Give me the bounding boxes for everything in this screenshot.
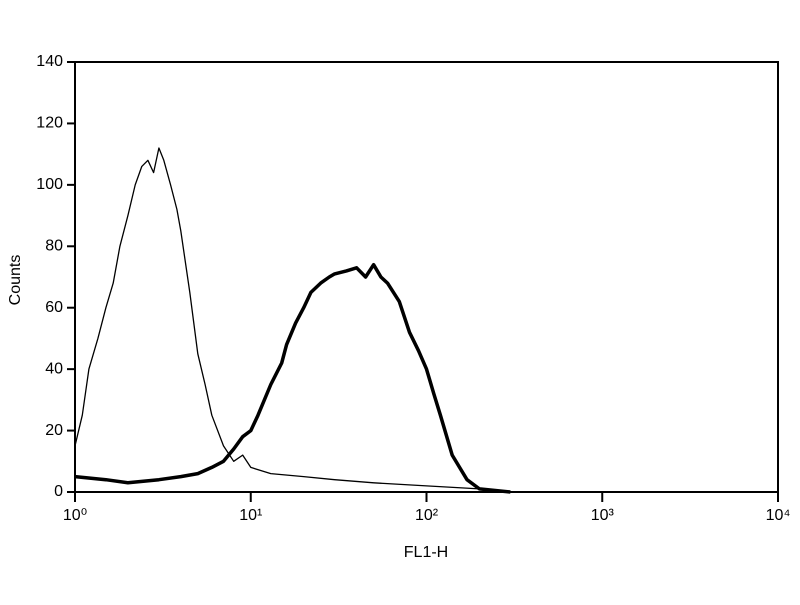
y-tick-label: 40 <box>45 360 63 377</box>
x-tick-label: 10³ <box>591 507 615 524</box>
y-tick-label: 20 <box>45 422 63 439</box>
y-tick-label: 60 <box>45 299 63 316</box>
y-tick-label: 0 <box>54 483 63 500</box>
y-tick-label: 100 <box>36 176 63 193</box>
x-tick-label: 10⁴ <box>766 507 791 524</box>
y-axis-label: Counts <box>7 255 24 306</box>
plot-frame <box>74 61 779 493</box>
y-tick-label: 140 <box>36 53 63 70</box>
x-tick-label: 10⁰ <box>63 507 87 524</box>
x-tick-label: 10² <box>415 507 439 524</box>
x-axis-label: FL1-H <box>404 544 448 561</box>
histogram-line <box>74 262 511 494</box>
x-tick-label: 10¹ <box>239 507 262 524</box>
y-tick-label: 120 <box>36 115 63 132</box>
histogram-line <box>74 147 511 493</box>
y-tick-label: 80 <box>45 238 63 255</box>
